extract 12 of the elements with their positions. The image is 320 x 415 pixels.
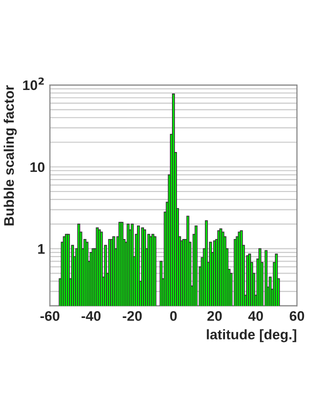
x-tick-label: 0: [170, 311, 177, 321]
x-tick-label: 20: [207, 311, 222, 321]
x-tick-label: 40: [248, 311, 263, 321]
y-tick-label: 1: [38, 244, 45, 254]
x-tick-label: -40: [82, 311, 101, 321]
y-tick-label: 10$^{2}$: [23, 77, 44, 90]
x-tick-label: 60: [290, 311, 304, 321]
x-tick-label: -20: [122, 311, 142, 321]
y-axis-title: Bubble scaling factor: [4, 85, 17, 226]
x-axis-title: latitude [deg.]: [206, 329, 296, 342]
y-tick-label: 10: [30, 162, 44, 172]
x-tick-label: -60: [40, 311, 60, 321]
